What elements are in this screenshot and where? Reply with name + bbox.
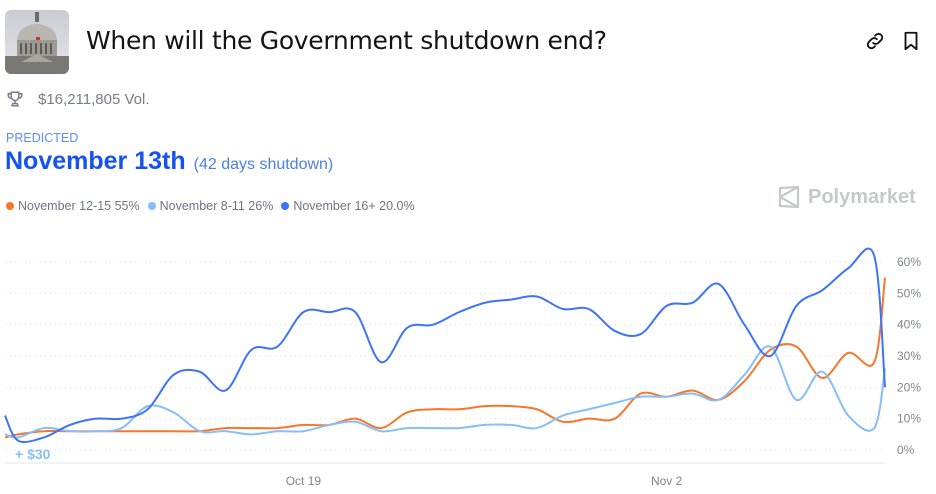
polymarket-logo-icon bbox=[778, 185, 800, 209]
y-tick-label: 60% bbox=[897, 255, 921, 269]
legend-label: November 12-15 55% bbox=[18, 199, 140, 213]
legend-item[interactable]: November 16+ 20.0% bbox=[281, 199, 415, 213]
x-tick-label: Oct 19 bbox=[286, 474, 322, 488]
series-line-november-16- bbox=[4, 247, 886, 444]
market-image bbox=[5, 10, 69, 74]
series-line-november-12-15 bbox=[4, 277, 886, 439]
legend-dot bbox=[147, 202, 156, 210]
y-tick-label: 50% bbox=[897, 286, 921, 300]
polymarket-logo: Polymarket bbox=[778, 185, 916, 209]
bookmark-icon[interactable] bbox=[900, 30, 922, 52]
y-tick-label: 30% bbox=[897, 349, 921, 363]
volume: $16,211,805 Vol. bbox=[6, 90, 150, 108]
legend-dot bbox=[281, 202, 290, 210]
legend-item[interactable]: November 8-11 26% bbox=[147, 199, 274, 213]
x-tick-label: Nov 2 bbox=[651, 474, 683, 488]
y-tick-label: 20% bbox=[897, 380, 921, 394]
legend-label: November 16+ 20.0% bbox=[293, 199, 415, 213]
link-icon[interactable] bbox=[864, 30, 886, 52]
prediction: November 13th (42 days shutdown) bbox=[5, 147, 333, 176]
brand-name: Polymarket bbox=[808, 185, 916, 208]
legend-dot bbox=[6, 202, 14, 210]
y-tick-label: 0% bbox=[897, 443, 915, 457]
trade-annotation: + $30 bbox=[15, 446, 51, 462]
y-tick-label: 10% bbox=[897, 412, 921, 426]
series-line-november-8-11 bbox=[4, 345, 886, 439]
predicted-detail: (42 days shutdown) bbox=[193, 156, 334, 173]
y-tick-label: 40% bbox=[897, 318, 921, 332]
volume-text: $16,211,805 Vol. bbox=[38, 90, 150, 108]
trophy-icon bbox=[7, 91, 23, 107]
chart-legend: November 12-15 55% November 8-11 26% Nov… bbox=[6, 199, 415, 213]
predicted-label: PREDICTED bbox=[6, 131, 79, 145]
price-chart: 0% 10% 20% 30% 40% 50% 60% Oct 19 Nov 2 bbox=[4, 247, 921, 488]
legend-item[interactable]: November 12-15 55% bbox=[6, 199, 140, 213]
legend-label: November 8-11 26% bbox=[159, 199, 274, 213]
predicted-value: November 13th bbox=[5, 147, 186, 175]
market-title: When will the Government shutdown end? bbox=[86, 26, 607, 55]
